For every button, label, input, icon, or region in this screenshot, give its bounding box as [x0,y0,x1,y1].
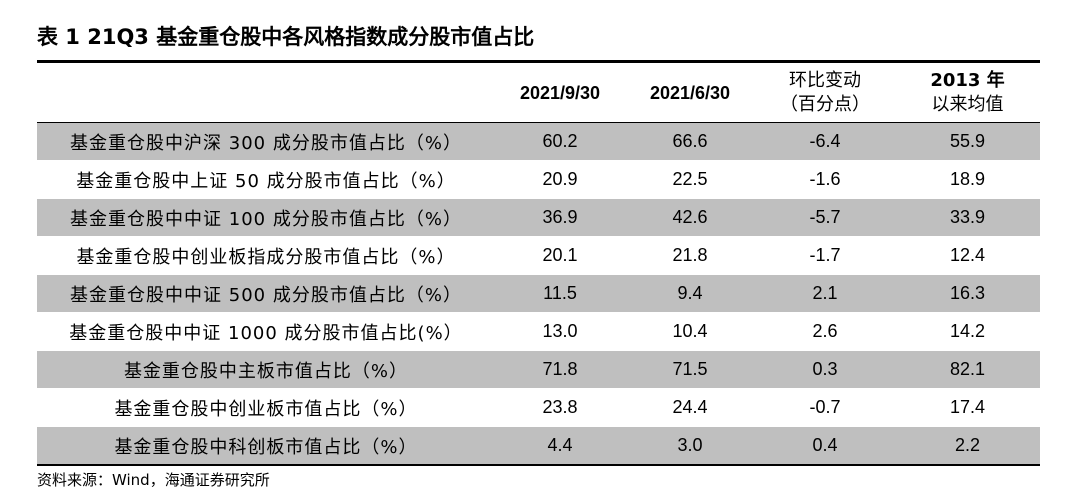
row-spacer [37,388,1040,389]
cell-average-since-2013: 55.9 [895,122,1040,160]
row-label: 基金重仓股中创业板市值占比（%） [114,398,418,420]
row-spacer-cell [37,426,1040,427]
row-spacer-cell [37,198,1040,199]
cell-2021-9-30: 23.8 [542,397,578,417]
bottom-rule [37,464,1040,466]
header-qoq-change: 环比变动 （百分点） [755,63,895,123]
cell-2021-9-30: 13.0 [542,321,578,341]
cell-qoq-change: 0.3 [755,351,895,388]
cell-qoq-change: -1.7 [809,245,841,265]
cell-qoq-change: -6.4 [755,122,895,160]
cell-2021-6-30: 3.0 [625,427,755,464]
data-table: 2021/9/30 2021/6/30 环比变动 （百分点） 2013 年 以来… [37,63,1040,464]
row-label: 基金重仓股中中证 100 成分股市值占比（%） [37,199,495,236]
table-body: 基金重仓股中沪深 300 成分股市值占比（%） 60.2 66.6 -6.4 55.9 基… [37,122,1040,464]
row-spacer-cell [37,274,1040,275]
cell-2021-6-30: 21.8 [672,245,708,265]
cell-2021-6-30: 9.4 [625,275,755,312]
row-label: 基金重仓股中创业板指成分股市值占比（%） [76,246,456,268]
header-2021-6-30: 2021/6/30 [625,63,755,123]
cell-average-since-2013: 2.2 [895,427,1040,464]
header-average-since-2013: 2013 年 以来均值 [895,63,1040,123]
table-row: 基金重仓股中主板市值占比（%） 71.8 71.5 0.3 82.1 [37,351,1040,388]
header-label-empty [37,63,495,123]
table-row: 基金重仓股中上证 50 成分股市值占比（%） 20.9 22.5 -1.6 18.9 [37,161,1040,198]
cell-2021-9-30: 11.5 [495,275,625,312]
row-spacer-cell [37,160,1040,161]
cell-average-since-2013: 82.1 [895,351,1040,388]
row-label: 基金重仓股中科创板市值占比（%） [37,427,495,464]
header-2021-9-30: 2021/9/30 [495,63,625,123]
row-spacer [37,198,1040,199]
table-title: 表 1 21Q3 基金重仓股中各风格指数成分股市值占比 [37,25,535,49]
cell-average-since-2013: 17.4 [949,397,986,417]
row-spacer [37,274,1040,275]
cell-2021-9-30: 60.2 [495,122,625,160]
cell-2021-6-30: 66.6 [625,122,755,160]
row-label: 基金重仓股中主板市值占比（%） [37,351,495,388]
cell-qoq-change: 2.6 [812,321,838,341]
row-spacer [37,312,1040,313]
row-label: 基金重仓股中沪深 300 成分股市值占比（%） [37,122,495,160]
cell-qoq-change: 2.1 [755,275,895,312]
cell-average-since-2013: 14.2 [949,321,986,341]
table-row: 基金重仓股中沪深 300 成分股市值占比（%） 60.2 66.6 -6.4 55.9 [37,122,1040,160]
table-row: 基金重仓股中创业板市值占比（%） 23.8 24.4 -0.7 17.4 [37,389,1040,426]
table-row: 基金重仓股中创业板指成分股市值占比（%） 20.1 21.8 -1.7 12.4 [37,237,1040,274]
cell-2021-6-30: 71.5 [625,351,755,388]
row-label: 基金重仓股中中证 500 成分股市值占比（%） [37,275,495,312]
row-spacer-cell [37,388,1040,389]
cell-2021-6-30: 24.4 [672,397,708,417]
table-row: 基金重仓股中科创板市值占比（%） 4.4 3.0 0.4 2.2 [37,427,1040,464]
cell-qoq-change: -1.6 [809,169,841,189]
cell-2021-6-30: 22.5 [672,169,708,189]
table-row: 基金重仓股中中证 100 成分股市值占比（%） 36.9 42.6 -5.7 33.9 [37,199,1040,236]
row-label: 基金重仓股中中证 1000 成分股市值占比(%） [69,322,463,344]
cell-2021-9-30: 36.9 [495,199,625,236]
cell-qoq-change: -5.7 [755,199,895,236]
cell-qoq-change: 0.4 [755,427,895,464]
row-spacer [37,426,1040,427]
row-spacer-cell [37,350,1040,351]
row-spacer-cell [37,236,1040,237]
header-qoq-change-line1: 环比变动 [789,69,861,91]
header-average-line2: 以来均值 [931,93,1004,115]
row-spacer [37,236,1040,237]
table-row: 基金重仓股中中证 500 成分股市值占比（%） 11.5 9.4 2.1 16.3 [37,275,1040,312]
cell-2021-9-30: 20.1 [542,245,578,265]
cell-average-since-2013: 33.9 [895,199,1040,236]
cell-2021-9-30: 20.9 [542,169,578,189]
cell-qoq-change: -0.7 [809,397,841,417]
cell-average-since-2013: 18.9 [949,169,986,189]
header-average-line1: 2013 年 [930,69,1005,91]
row-spacer [37,350,1040,351]
cell-average-since-2013: 12.4 [949,245,986,265]
row-spacer-cell [37,312,1040,313]
row-spacer [37,160,1040,161]
source-note: 资料来源：Wind，海通证券研究所 [37,471,270,489]
header-row: 2021/9/30 2021/6/30 环比变动 （百分点） 2013 年 以来… [37,63,1040,123]
cell-2021-6-30: 42.6 [625,199,755,236]
table-row: 基金重仓股中中证 1000 成分股市值占比(%） 13.0 10.4 2.6 14.2 [37,313,1040,350]
header-qoq-change-line2: （百分点） [780,93,870,115]
top-rule [37,60,1040,63]
cell-2021-9-30: 4.4 [495,427,625,464]
row-label: 基金重仓股中上证 50 成分股市值占比（%） [76,170,456,192]
document-table-figure: 表 1 21Q3 基金重仓股中各风格指数成分股市值占比 2021/9/30 20… [37,14,1040,494]
cell-2021-6-30: 10.4 [672,321,708,341]
cell-2021-9-30: 71.8 [495,351,625,388]
cell-average-since-2013: 16.3 [895,275,1040,312]
